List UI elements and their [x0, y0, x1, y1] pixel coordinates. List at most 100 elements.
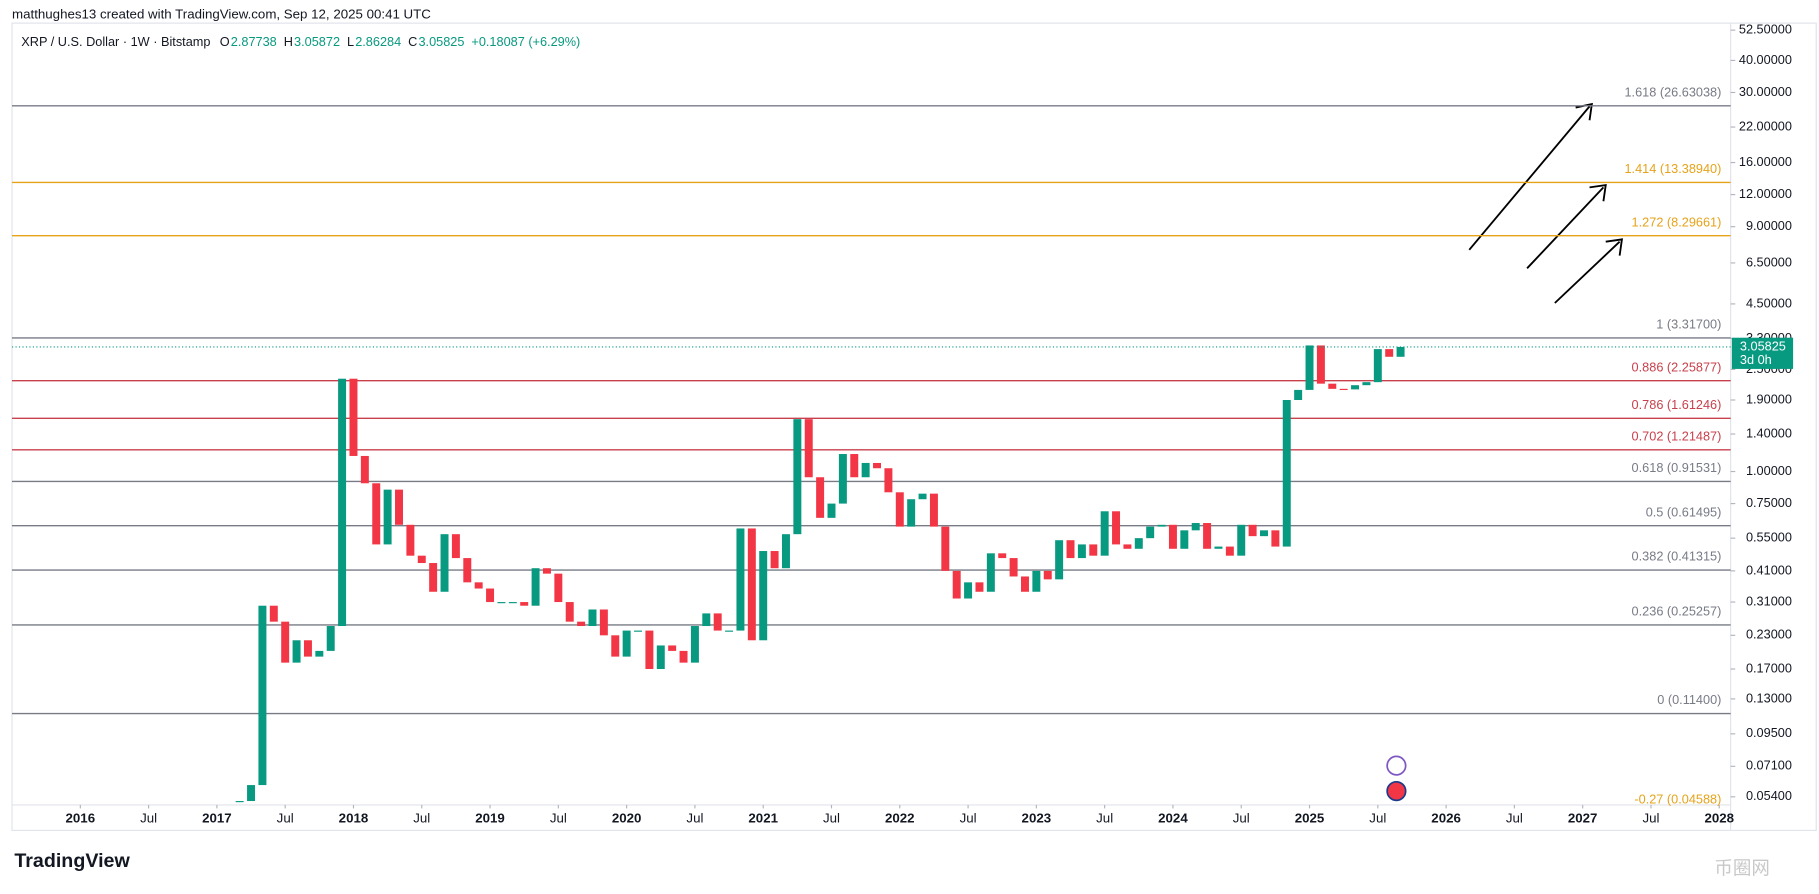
y-tick-label: 52.50000	[1739, 21, 1792, 36]
countdown: 3d 0h	[1740, 352, 1772, 367]
fib-label: 0.618 (0.91531)	[1632, 460, 1722, 475]
change: +0.18087 (+6.29%)	[471, 34, 580, 49]
candle	[873, 462, 882, 469]
credit: matthughes13 created with TradingView.co…	[12, 7, 431, 22]
candle	[816, 477, 825, 518]
event-icon	[1386, 780, 1407, 802]
candle	[1373, 349, 1382, 383]
candle	[736, 528, 745, 631]
x-tick-label: Jul	[1642, 810, 1659, 825]
fib-label: 0.886 (2.25877)	[1632, 359, 1722, 374]
candle	[486, 588, 495, 603]
symbol-legend: XRP / U.S. Dollar · 1W · Bitstamp O 2.877…	[21, 34, 580, 49]
candle	[281, 621, 290, 663]
candle	[588, 609, 597, 627]
candle	[690, 626, 699, 663]
arrow	[1468, 105, 1591, 251]
candle	[292, 640, 301, 663]
candle	[1032, 570, 1041, 592]
brand-logo: TradingView	[14, 850, 130, 872]
symbol: XRP / U.S. Dollar · 1W · Bitstamp	[21, 34, 210, 49]
candle	[918, 493, 927, 500]
fib-label: 1.272 (8.29661)	[1632, 214, 1722, 229]
x-tick-label: 2024	[1158, 810, 1188, 825]
x-tick-label: Jul	[686, 810, 703, 825]
candle	[1157, 524, 1166, 527]
y-tick-label: 0.23000	[1746, 627, 1792, 642]
candle	[417, 555, 426, 564]
fib-label: 0.5 (0.61495)	[1646, 504, 1722, 519]
x-tick-label: 2023	[1022, 810, 1052, 825]
candle	[952, 570, 961, 599]
y-tick-label: 40.00000	[1739, 52, 1792, 67]
x-tick-label: Jul	[1233, 810, 1250, 825]
candle	[1225, 546, 1234, 556]
candle	[895, 492, 904, 527]
candle	[634, 630, 642, 632]
candle	[622, 630, 631, 657]
x-tick-label: 2016	[66, 810, 96, 825]
y-tick-label: 0.31000	[1746, 593, 1792, 608]
x-tick-label: Jul	[1506, 810, 1523, 825]
last-price-tag	[1731, 337, 1794, 369]
y-tick-label: 0.05400	[1746, 788, 1792, 803]
candle	[850, 454, 859, 478]
candle	[599, 609, 608, 636]
candle	[1385, 349, 1394, 357]
ohlc-value: 2.86284	[355, 34, 401, 49]
x-tick-label: 2018	[339, 810, 369, 825]
x-tick-label: 2022	[885, 810, 915, 825]
event-icons	[1386, 755, 1407, 802]
candle	[429, 563, 438, 592]
x-tick-label: Jul	[413, 810, 430, 825]
ohlc-key: C	[408, 34, 417, 49]
candle	[1123, 544, 1132, 549]
candle	[1316, 345, 1325, 384]
y-tick-label: 16.00000	[1739, 154, 1792, 169]
candle	[520, 602, 529, 606]
x-tick-label: 2027	[1568, 810, 1598, 825]
x-tick-label: Jul	[277, 810, 294, 825]
candle	[941, 526, 950, 571]
candle	[964, 582, 973, 599]
candle	[1089, 544, 1098, 556]
candle	[793, 419, 802, 535]
candle	[1328, 383, 1337, 389]
candle	[315, 650, 324, 657]
candle	[986, 553, 995, 592]
candle	[759, 551, 768, 641]
candle	[1021, 576, 1029, 592]
candle	[838, 454, 847, 504]
x-tick-label: 2017	[202, 810, 232, 825]
candle	[1339, 388, 1348, 391]
ohlc-value: 3.05825	[418, 34, 464, 49]
candle	[474, 582, 483, 589]
x-tick-label: 2026	[1431, 810, 1461, 825]
candle	[1168, 524, 1177, 549]
ohlc-value: 3.05872	[294, 34, 340, 49]
candle	[975, 582, 984, 592]
candle	[770, 551, 779, 569]
candle	[349, 378, 358, 456]
fib-label: -0.27 (0.04588)	[1634, 792, 1721, 807]
candle	[1282, 400, 1291, 547]
y-tick-label: 30.00000	[1739, 84, 1792, 99]
x-tick-label: 2021	[748, 810, 778, 825]
candle	[1009, 558, 1018, 577]
candle	[747, 528, 756, 641]
candle	[531, 568, 540, 606]
candle	[1180, 530, 1189, 549]
candle	[1271, 530, 1280, 547]
fib-label: 0.382 (0.41315)	[1632, 549, 1722, 564]
x-tick-label: Jul	[140, 810, 157, 825]
y-tick-label: 12.00000	[1739, 186, 1792, 201]
candle	[1055, 540, 1064, 580]
fib-label: 1 (3.31700)	[1656, 317, 1721, 332]
candle	[508, 602, 517, 604]
x-tick-label: 2019	[475, 810, 505, 825]
candle	[645, 630, 654, 670]
candle	[1134, 538, 1143, 549]
candle	[406, 524, 415, 556]
